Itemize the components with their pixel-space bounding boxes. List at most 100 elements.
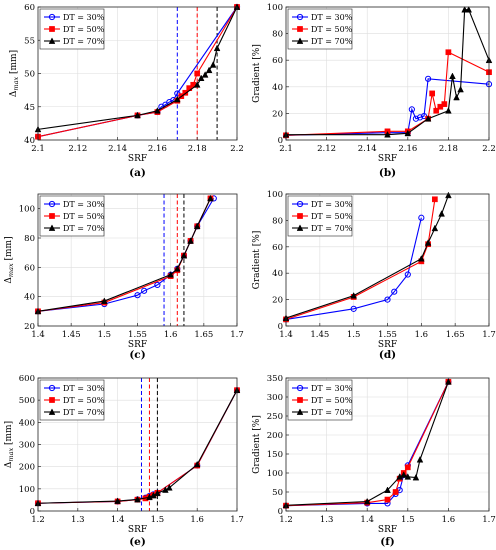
data-point (154, 281, 161, 289)
axes-frame (285, 377, 490, 512)
x-tick-label: 1.4 (31, 330, 45, 340)
y-axis-label: Δmax [mm] (4, 421, 15, 468)
y-axis-label: Gradient [%] (252, 231, 262, 290)
data-point (209, 61, 217, 68)
data-point (408, 106, 415, 113)
data-point (438, 210, 445, 217)
legend-label: DT = 50% (63, 396, 105, 405)
data-point (154, 489, 161, 497)
data-point (416, 114, 424, 121)
y-axis-label: Δmax [mm] (4, 236, 15, 283)
data-point (416, 456, 424, 463)
y-tick-label: 0 (30, 507, 35, 517)
y-tick-label: 40 (24, 136, 35, 146)
y-tick-label: 100 (267, 190, 283, 200)
panel-label: (a) (129, 167, 146, 179)
chart-panel-e: 1.2 1.3 1.4 1.5 1.6 1.7 0 100 200 300 400 500 600 SRF… (4, 374, 244, 548)
data-point (424, 239, 432, 246)
data-point (404, 271, 411, 278)
legend-marker (49, 397, 55, 403)
y-tick-label: 200 (267, 431, 283, 441)
y-tick-label: 60 (272, 243, 283, 253)
legend-label: DT = 70% (63, 224, 105, 233)
data-point (465, 6, 473, 13)
legend: DT = 30% DT = 50% DT = 70% (39, 8, 105, 50)
chart-panel-b: 2.1 2.12 2.14 2.16 2.18 2.2 0 20 40 60 80 100 SRF Gra… (252, 3, 496, 179)
y-tick-label: 45 (24, 103, 35, 113)
y-tick-label: 100 (267, 469, 283, 479)
legend-marker (48, 408, 56, 415)
chart-panel-a: 2.1 2.12 2.14 2.16 2.18 2.2 40 45 50 55 60 SRF Δmax … (9, 3, 244, 179)
y-tick-label: 250 (267, 412, 283, 422)
legend-label: DT = 30% (63, 200, 105, 209)
y-tick-label: 500 (19, 396, 35, 406)
x-tick-label: 2.12 (68, 144, 87, 154)
x-tick-label: 1.5 (347, 330, 361, 340)
data-point (384, 496, 391, 503)
y-tick-label: 400 (19, 418, 35, 428)
x-tick-label: 2.1 (31, 144, 45, 154)
data-point (445, 107, 452, 114)
series-line-1 (285, 78, 490, 136)
data-point (101, 297, 108, 304)
data-point (363, 497, 371, 505)
data-point (207, 194, 214, 202)
data-point (457, 85, 464, 93)
y-tick-label: 50 (272, 488, 283, 498)
legend-marker (296, 408, 304, 415)
panel-label: (e) (129, 536, 146, 548)
x-tick-label: 1.6 (415, 330, 429, 340)
y-axis-label: Gradient [%] (252, 415, 262, 474)
legend-label: DT = 50% (63, 212, 105, 221)
data-point (433, 107, 440, 114)
y-tick-label: 40 (272, 269, 283, 279)
x-tick-label: 2.14 (358, 144, 377, 154)
data-point (445, 191, 452, 199)
data-point (166, 484, 173, 491)
data-point (384, 131, 391, 138)
x-axis-label: SRF (378, 154, 397, 164)
y-tick-label: 200 (19, 463, 35, 473)
data-point (461, 6, 468, 13)
data-point (134, 495, 141, 503)
x-axis-label: SRF (128, 525, 147, 535)
data-point (441, 101, 448, 107)
y-tick-label: 0 (278, 136, 283, 146)
x-tick-label: 1.6 (190, 515, 204, 525)
data-point (432, 196, 438, 203)
y-tick-label: 20 (24, 322, 35, 332)
x-tick-label: 1.5 (151, 515, 165, 525)
data-point (201, 71, 209, 78)
x-tick-label: 2.1 (279, 144, 293, 154)
data-point (167, 271, 174, 278)
legend-marker (297, 397, 303, 403)
legend-marker (297, 213, 303, 219)
legend-marker (48, 384, 56, 392)
y-tick-label: 40 (272, 83, 283, 93)
data-point (453, 93, 460, 101)
x-tick-label: 1.7 (230, 330, 244, 340)
legend: DT = 30% DT = 50% DT = 70% (287, 195, 353, 237)
data-point (404, 464, 411, 471)
x-axis-label: SRF (378, 525, 397, 535)
y-tick-label: 80 (24, 234, 35, 244)
x-tick-label: 1.5 (401, 515, 415, 525)
legend-label: DT = 70% (63, 37, 105, 46)
legend-marker (296, 13, 304, 21)
legend-marker (296, 384, 304, 392)
data-point (134, 292, 141, 299)
legend-label: DT = 70% (63, 408, 105, 417)
x-axis-label: SRF (128, 154, 147, 164)
x-tick-label: 1.45 (62, 330, 81, 340)
data-point (424, 115, 432, 122)
data-point (193, 460, 201, 468)
x-tick-label: 2.16 (398, 144, 417, 154)
chart-panel-d: 1.4 1.45 1.5 1.55 1.6 1.65 1.7 0 20 40 60 80 100 SRF G… (252, 190, 496, 361)
data-point (425, 75, 432, 82)
y-tick-label: 60 (272, 56, 283, 66)
x-tick-label: 1.5 (98, 330, 112, 340)
x-tick-label: 1.65 (446, 330, 465, 340)
x-tick-label: 2.18 (188, 144, 207, 154)
x-tick-label: 2.14 (108, 144, 127, 154)
